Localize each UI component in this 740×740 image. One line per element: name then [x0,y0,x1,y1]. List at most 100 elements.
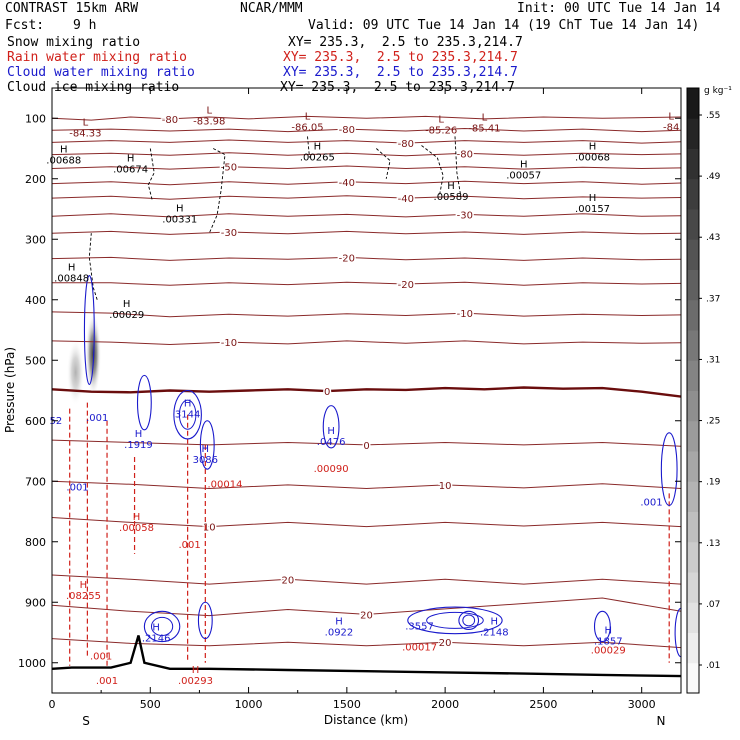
colorbar-label: .49 [706,172,721,182]
extremum-label: L -84.33 [69,117,101,139]
legend-cloud-water-xy: XY= 235.3, 2.5 to 235.3,214.7 [283,65,518,80]
temp-contour-line [52,574,681,585]
cloud-water-contour [136,374,152,431]
temp-contour-line [52,281,681,286]
model-title: CONTRAST 15km ARW [5,1,139,16]
temp-contour-line [52,311,681,318]
y-tick-label: 900 [25,596,46,609]
x-tick-label: 1000 [235,698,263,711]
extremum-label: .3557 [405,621,434,632]
extremum-label: H .00058 [119,512,154,534]
temp-contour-line [52,638,681,649]
extremum-label: H .08255 [66,580,101,602]
cloud-water-contour-inner [426,611,484,629]
cloud-water-contour [660,432,678,507]
cloud-water-contour [593,610,611,643]
temp-contour-label: -80 [457,149,473,160]
terrain-line [52,635,681,678]
extremum-label: H .2148 [480,616,509,638]
extremum-label: H 3144 [175,399,200,421]
cloud-water-contour [143,610,181,643]
extremum-label: H .00688 [46,145,81,167]
colorbar-cell [687,511,699,543]
extremum-label: .001 [96,676,118,687]
ice-contour [454,136,462,197]
colorbar-cell [687,420,699,452]
extremum-label: L -86.05 [291,111,323,133]
temp-contour-label: 10 [203,523,216,534]
colorbar-label: .37 [706,294,720,304]
ice-contour [88,233,98,300]
extremum-label: .00014 [207,479,242,490]
extremum-label: H .1857 [594,626,623,648]
temp-contour-label: 20 [439,638,452,649]
colorbar-label: .01 [706,661,720,671]
temp-contour-line [52,165,681,170]
extremum-label: H .00057 [506,160,541,182]
colorbar-cell [687,299,699,331]
cloud-water-contour [197,601,213,640]
colorbar-cell [687,148,699,180]
cloud-water-contour-inner [462,614,476,627]
colorbar-cell [687,541,699,573]
temp-contour-label: 0 [363,441,369,452]
temp-contour-line [52,386,681,398]
y-tick-label: 100 [25,112,46,125]
colorbar-cell [687,602,699,633]
cloud-water-contour [173,389,202,440]
cloud-water-contour [322,405,340,449]
extremum-label: H .00674 [113,154,148,176]
temp-contour-label: -30 [221,228,237,239]
colorbar-cell [687,88,699,119]
colorbar-label: .13 [706,539,720,549]
temp-contour-label: -10 [457,309,473,320]
temp-contour-line [52,256,681,261]
extremum-label: .001 [66,482,88,493]
extremum-label: H .00331 [162,203,197,225]
y-tick-label: 300 [25,233,46,246]
ice-contour [307,136,310,158]
x-tick-label: 500 [140,698,161,711]
temp-contour-line [52,439,681,447]
colorbar-unit: g kg⁻¹ [704,86,732,96]
extremum-label: H 3086 [193,444,218,466]
extremum-label: L -84 [663,111,679,133]
temp-contour-label: -80 [339,125,355,136]
x-tick-label: 2500 [529,698,557,711]
cloud-water-contour [83,274,95,385]
colorbar-cell [687,269,699,301]
legend-snow-label: Snow mixing ratio [7,35,141,50]
y-tick-label: 800 [25,536,46,549]
colorbar-cell [687,390,699,422]
cloud-ice-contours [88,136,462,300]
extremum-label: H .00068 [575,142,610,164]
colorbar-cell [687,451,699,482]
plot-frame [51,87,682,694]
temp-contour-line [52,480,681,490]
colorbar-label: .07 [706,600,720,610]
ice-contour [147,148,155,201]
legend-snow-xy: XY= 235.3, 2.5 to 235.3,214.7 [288,35,523,50]
temp-contour-label: -40 [398,194,414,205]
ice-contour [376,148,391,179]
x-axis-label: Distance (km) [324,713,408,727]
temp-contour-line [52,340,681,346]
colorbar-cell [687,118,699,149]
y-tick-label: 400 [25,294,46,307]
temp-contour-line [52,139,681,144]
y-tick-label: 1000 [18,657,46,670]
colorbar-cell [687,360,699,391]
forecast-hours: 9 h [73,18,97,33]
extremum-label: H .00848 [54,263,89,285]
extremum-label: .001 [90,652,112,663]
temp-contour-line [52,230,681,235]
temp-contour-line [52,195,681,200]
cloud-water-contour-inner [178,399,197,430]
extremum-label: H .2146 [142,623,171,645]
colorbar-label: .31 [706,355,720,365]
extremum-label: L -85.26 [425,114,457,136]
extremum-label: L -85.41 [468,113,500,135]
temp-contour-label: -10 [221,338,237,349]
cloud-water-contour [199,420,215,470]
